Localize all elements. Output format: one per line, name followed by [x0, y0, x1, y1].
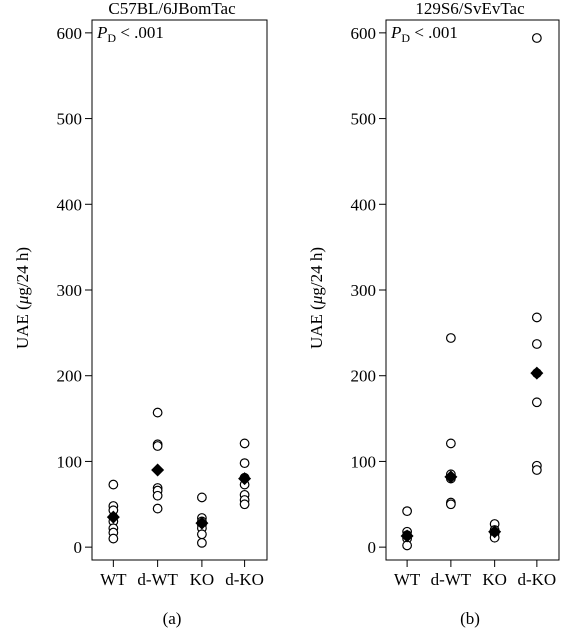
p-value-annotation: PD < .001 [390, 23, 458, 45]
data-point [445, 333, 456, 343]
x-tick-label: d-KO [225, 570, 264, 589]
mean-marker [106, 510, 120, 524]
data-point [196, 529, 207, 540]
data-point [445, 438, 456, 449]
mean-marker [530, 366, 544, 380]
data-point [531, 33, 542, 43]
panel-a: C57BL/6JBomTac 0 100 200 300 400 500 600 UAE (μg… [13, 0, 268, 628]
x-tick-label: KO [482, 570, 507, 589]
mean-marker [400, 529, 414, 543]
y-tick-label: 100 [351, 452, 377, 471]
plot-frame [385, 19, 560, 561]
x-tick-label: d-WT [431, 570, 472, 589]
y-tick-label: 0 [368, 538, 377, 557]
x-tick-label: WT [394, 570, 421, 589]
y-tick-label: 300 [351, 281, 377, 300]
data-point [531, 397, 542, 408]
data-point [531, 339, 542, 349]
y-tick-label: 400 [57, 195, 83, 214]
mean-marker [238, 472, 252, 486]
data-point [402, 506, 413, 517]
y-tick-label: 0 [74, 538, 83, 557]
chart-title: 129S6/SvEvTac [415, 0, 525, 18]
data-point [108, 533, 119, 544]
y-tick-label: 100 [57, 452, 83, 471]
mean-marker [195, 516, 209, 530]
x-tick-label: WT [100, 570, 127, 589]
chart-title: C57BL/6JBomTac [108, 0, 236, 18]
y-tick-label: 400 [351, 195, 377, 214]
data-point [531, 312, 542, 323]
data-point [196, 492, 207, 503]
y-axis-label: UAE (μg/24 h) [13, 247, 32, 349]
mean-marker [488, 525, 502, 539]
y-axis-label: UAE (μg/24 h) [307, 247, 326, 349]
y-tick-label: 200 [57, 367, 83, 386]
data-point [152, 503, 163, 514]
x-tick-label: d-KO [517, 570, 556, 589]
data-point [445, 499, 456, 510]
data-point [152, 441, 163, 451]
y-tick-label: 300 [57, 281, 83, 300]
data-point [152, 490, 163, 501]
data-point [531, 465, 542, 475]
mean-marker [444, 470, 458, 484]
panel-label: (b) [460, 609, 480, 628]
data-point [152, 407, 163, 418]
panel-b: 129S6/SvEvTac 0 100 200 300 400 500 600 UAE (μg/… [307, 0, 560, 628]
data-point [239, 499, 250, 510]
x-tick-label: d-WT [137, 570, 178, 589]
y-tick-label: 500 [351, 110, 377, 129]
x-tick-label: KO [190, 570, 215, 589]
data-point [196, 537, 207, 548]
data-point [239, 458, 250, 469]
data-point [239, 438, 250, 449]
y-tick-label: 500 [57, 110, 83, 129]
panel-label: (a) [163, 609, 182, 628]
y-tick-label: 600 [351, 24, 377, 43]
mean-marker [151, 463, 165, 477]
y-tick-label: 200 [351, 367, 377, 386]
y-tick-label: 600 [57, 24, 83, 43]
p-value-annotation: PD < .001 [96, 23, 164, 45]
data-point [108, 479, 119, 490]
